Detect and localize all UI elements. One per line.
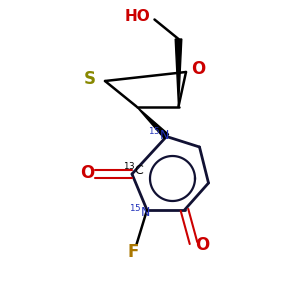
Text: F: F <box>128 243 139 261</box>
Text: S: S <box>83 70 95 88</box>
Text: $^{15}$N: $^{15}$N <box>129 203 150 220</box>
Polygon shape <box>175 39 182 106</box>
Text: O: O <box>195 236 209 253</box>
Text: $^{15}$N: $^{15}$N <box>148 127 170 143</box>
Polygon shape <box>136 106 169 139</box>
Text: HO: HO <box>125 9 151 24</box>
Text: O: O <box>80 164 94 181</box>
Text: $^{13}$C: $^{13}$C <box>123 161 144 178</box>
Text: O: O <box>191 60 206 78</box>
